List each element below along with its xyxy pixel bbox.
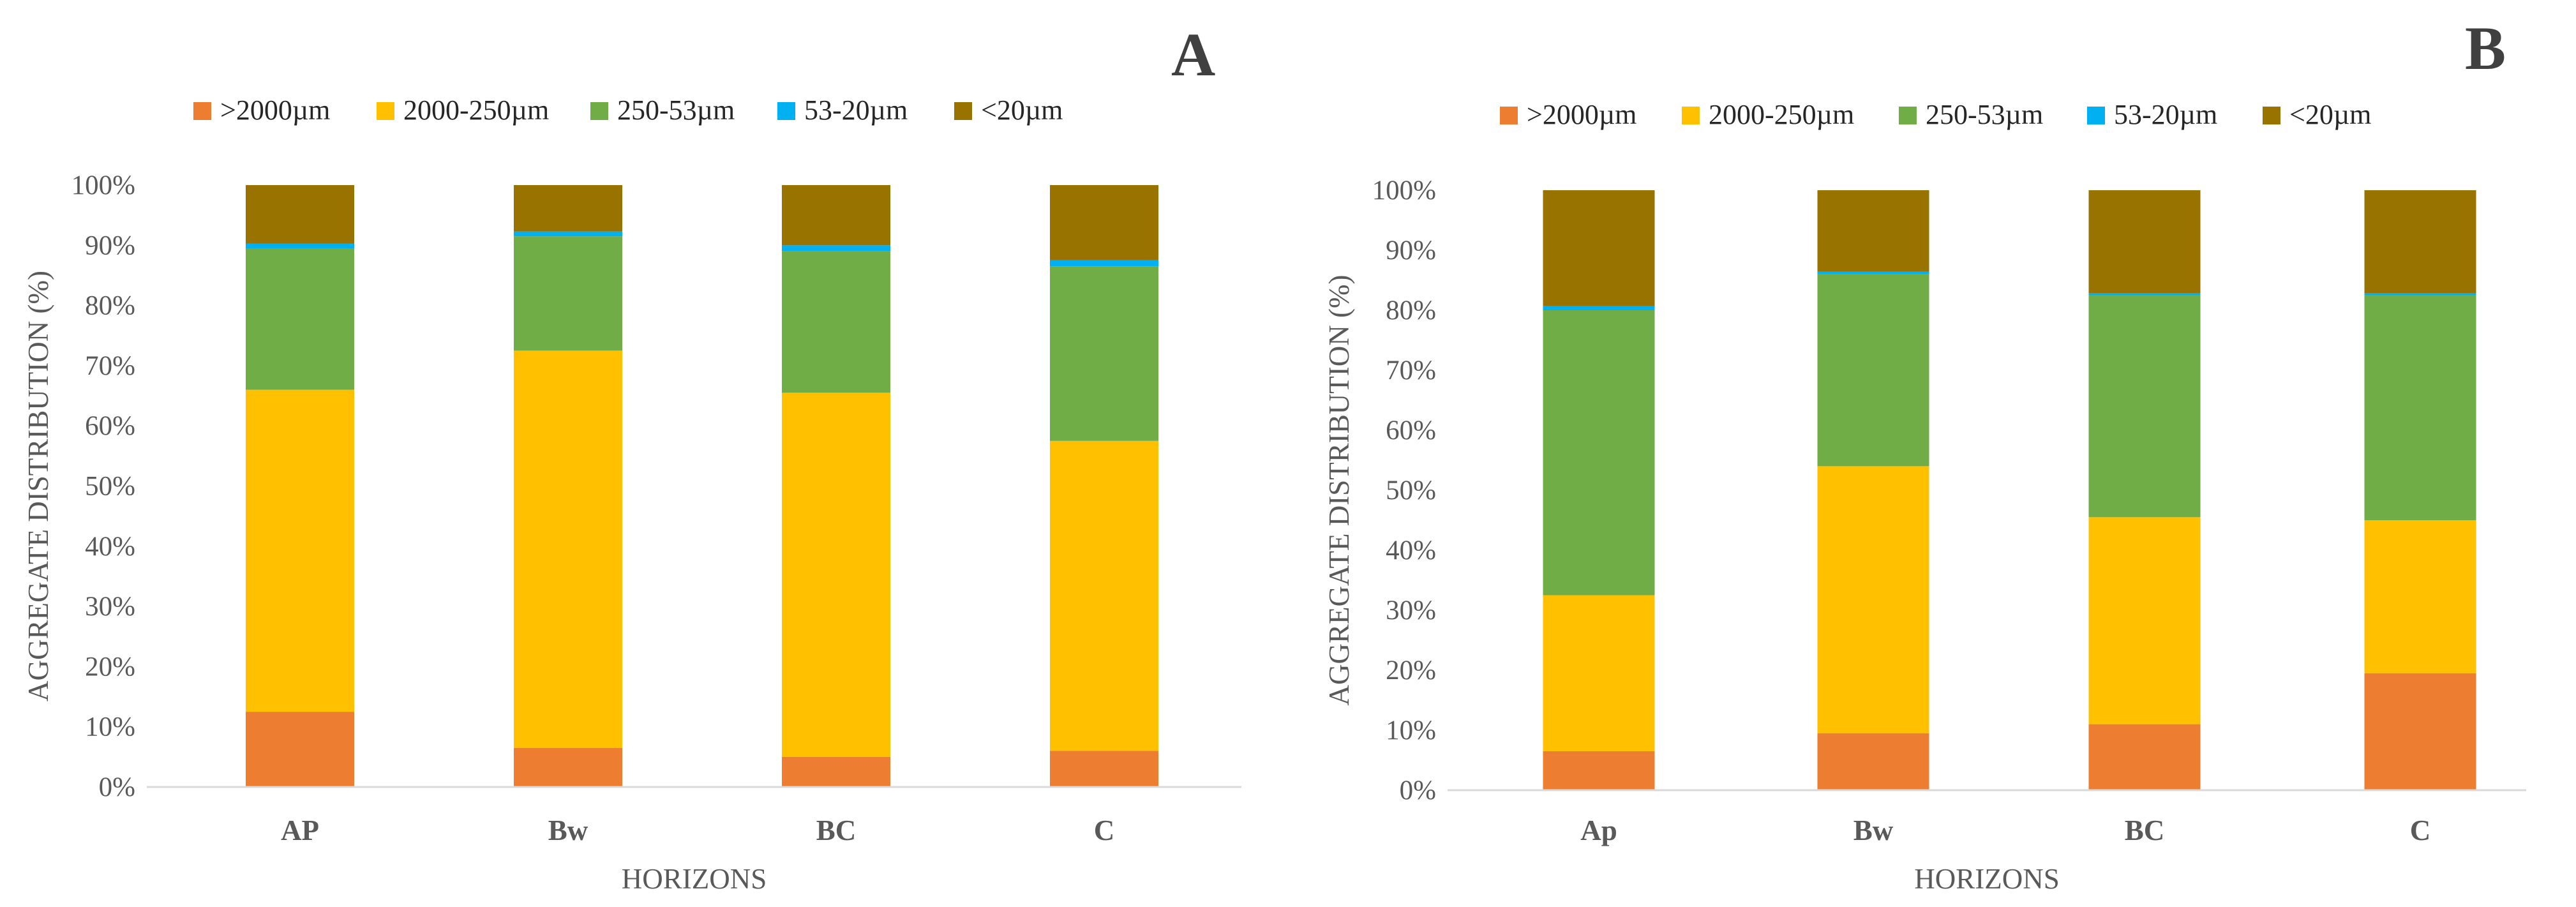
bar-segment: [514, 350, 622, 748]
y-tick-label: 80%: [1386, 296, 1436, 326]
panel-label: B: [2465, 14, 2506, 82]
panel-label: A: [1171, 20, 1215, 89]
legend-label: <20µm: [981, 94, 1063, 126]
x-tick-label: Bw: [1853, 814, 1894, 846]
bar-segment: [1050, 751, 1158, 787]
legend-label: 250-53µm: [1926, 99, 2043, 130]
bar-segment: [2364, 293, 2476, 296]
legend-swatch: [1500, 107, 1518, 124]
legend-label: 53-20µm: [804, 94, 908, 126]
legend-label: 250-53µm: [617, 94, 735, 126]
legend-swatch: [2263, 107, 2280, 124]
y-tick-label: 20%: [85, 652, 135, 682]
y-tick-label: 30%: [1386, 596, 1436, 626]
bar-segment: [2364, 520, 2476, 673]
bar-segment: [1817, 466, 1929, 733]
legend-label: >2000µm: [1527, 99, 1636, 130]
bar-segment: [246, 248, 354, 390]
bar-segment: [2364, 295, 2476, 520]
bar-segment: [1543, 595, 1655, 751]
bar-segment: [1817, 271, 1929, 274]
legend-swatch: [1899, 107, 1917, 124]
bar-segment: [1817, 190, 1929, 272]
bar-segment: [2364, 190, 2476, 294]
bar-segment: [782, 245, 890, 251]
bar-segment: [782, 756, 890, 787]
bar-segment: [1050, 266, 1158, 441]
bar-segment: [514, 185, 622, 232]
legend-label: 53-20µm: [2114, 99, 2217, 130]
y-tick-label: 50%: [1386, 476, 1436, 506]
legend-label: 2000-250µm: [403, 94, 549, 126]
legend-swatch: [2087, 107, 2105, 124]
x-tick-label: BC: [816, 814, 857, 846]
x-tick-label: C: [2410, 814, 2431, 846]
legend-swatch: [954, 102, 972, 120]
bar-segment: [246, 712, 354, 787]
y-tick-label: 0%: [99, 772, 135, 802]
legend-label: >2000µm: [220, 94, 330, 126]
bar-segment: [2088, 190, 2201, 294]
bar-segment: [1543, 306, 1655, 310]
x-tick-label: AP: [281, 814, 319, 846]
legend-label: 2000-250µm: [1709, 99, 1854, 130]
legend-swatch: [377, 102, 394, 120]
y-tick-label: 40%: [85, 532, 135, 562]
y-axis-title: AGGREGATE DISTRIBUTION (%): [22, 271, 54, 701]
x-tick-label: Ap: [1580, 814, 1617, 846]
legend-swatch: [777, 102, 795, 120]
x-axis-title: HORIZONS: [1914, 863, 2060, 895]
bar-segment: [1050, 185, 1158, 260]
y-tick-label: 100%: [1372, 176, 1436, 206]
y-tick-label: 100%: [71, 170, 135, 200]
x-axis-title: HORIZONS: [622, 863, 767, 895]
bar-segment: [1817, 274, 1929, 467]
bar-segment: [246, 185, 354, 244]
x-tick-label: BC: [2125, 814, 2165, 846]
y-tick-label: 60%: [1386, 416, 1436, 446]
bar-segment: [1543, 751, 1655, 790]
y-tick-label: 50%: [85, 472, 135, 502]
y-axis-title: AGGREGATE DISTRIBUTION (%): [1323, 275, 1355, 706]
y-tick-label: 30%: [85, 592, 135, 622]
legend-label: <20µm: [2289, 99, 2371, 130]
y-tick-label: 10%: [1386, 716, 1436, 746]
bar-segment: [1050, 440, 1158, 751]
bar-segment: [1543, 310, 1655, 596]
x-tick-label: Bw: [548, 814, 588, 846]
y-tick-label: 10%: [85, 712, 135, 742]
bar-segment: [246, 243, 354, 249]
bar-segment: [1817, 733, 1929, 790]
bar-segment: [782, 251, 890, 393]
bar-segment: [782, 185, 890, 246]
bar-segment: [1543, 190, 1655, 306]
y-tick-label: 0%: [1400, 776, 1436, 806]
y-tick-label: 20%: [1386, 656, 1436, 686]
y-tick-label: 90%: [85, 230, 135, 260]
bar-segment: [514, 236, 622, 351]
y-tick-label: 70%: [85, 351, 135, 381]
y-tick-label: 70%: [1386, 356, 1436, 386]
bar-segment: [2364, 673, 2476, 790]
bar-segment: [514, 747, 622, 787]
y-tick-label: 80%: [85, 291, 135, 321]
legend-swatch: [193, 102, 211, 120]
legend-swatch: [1682, 107, 1700, 124]
y-tick-label: 60%: [85, 411, 135, 441]
bar-segment: [2088, 295, 2201, 518]
legend-swatch: [590, 102, 608, 120]
x-tick-label: C: [1094, 814, 1115, 846]
bar-segment: [246, 389, 354, 712]
bar-segment: [2088, 724, 2201, 790]
y-tick-label: 90%: [1386, 236, 1436, 266]
bar-segment: [2088, 517, 2201, 724]
bar-segment: [514, 231, 622, 237]
bar-segment: [2088, 293, 2201, 296]
bar-segment: [1050, 260, 1158, 267]
y-tick-label: 40%: [1386, 536, 1436, 566]
bar-segment: [782, 393, 890, 757]
